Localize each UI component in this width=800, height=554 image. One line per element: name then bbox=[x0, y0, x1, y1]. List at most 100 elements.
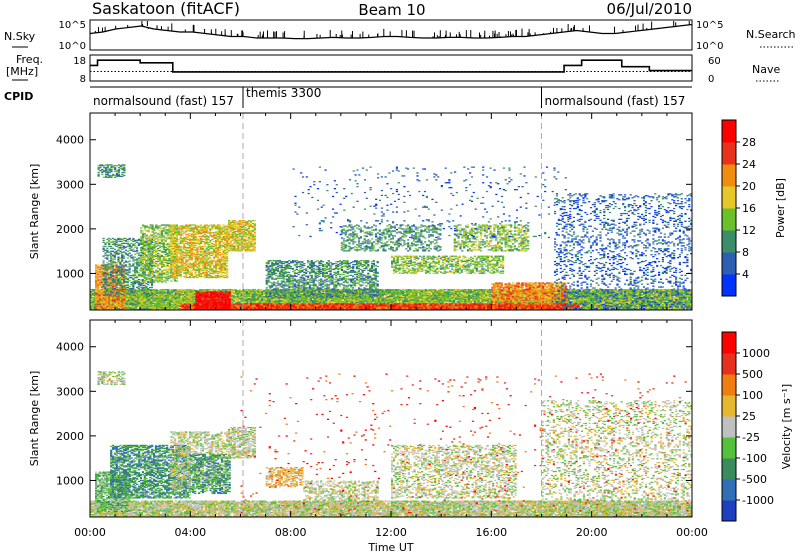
power-cell bbox=[312, 300, 314, 301]
power-cell bbox=[233, 303, 235, 304]
power-cell bbox=[239, 289, 241, 290]
power-cell bbox=[429, 289, 431, 290]
power-cell bbox=[451, 292, 453, 293]
power-cell bbox=[399, 289, 401, 290]
power-cell bbox=[207, 289, 209, 290]
power-cell bbox=[323, 300, 325, 301]
power-cell bbox=[408, 289, 410, 290]
power-cell bbox=[197, 290, 199, 291]
power-cell bbox=[384, 289, 386, 290]
freq-line bbox=[90, 60, 692, 72]
power-cell bbox=[229, 289, 231, 290]
power-cell bbox=[404, 289, 406, 290]
power-cell bbox=[250, 289, 252, 290]
power-cell bbox=[259, 289, 261, 290]
power-cell bbox=[210, 289, 212, 290]
power-cell bbox=[199, 289, 201, 290]
power-cell bbox=[431, 294, 433, 295]
power-cell bbox=[182, 289, 184, 290]
power-cell bbox=[227, 289, 229, 290]
power-cell bbox=[451, 300, 453, 301]
power-cell bbox=[384, 297, 386, 298]
power-cell bbox=[382, 289, 384, 290]
power-cell bbox=[169, 289, 171, 290]
power-cell bbox=[483, 296, 485, 297]
power-cell bbox=[248, 298, 250, 299]
power-cell bbox=[472, 289, 474, 290]
power-cell bbox=[180, 289, 182, 290]
power-cell bbox=[391, 289, 393, 290]
power-cell bbox=[231, 294, 233, 295]
power-cell bbox=[412, 289, 414, 290]
power-cell bbox=[92, 289, 94, 290]
date-title: 06/Jul/2010 bbox=[607, 0, 692, 18]
power-cell bbox=[173, 289, 175, 290]
power-cell bbox=[483, 289, 485, 290]
power-cell bbox=[178, 289, 180, 290]
power-cell bbox=[449, 298, 451, 299]
power-cell bbox=[461, 293, 463, 294]
freq-left-tick-top: 18 bbox=[73, 56, 86, 67]
freq-left-label-2: [MHz] bbox=[6, 65, 38, 78]
power-cell bbox=[470, 289, 472, 290]
noise-right-label: N.Search bbox=[746, 28, 796, 41]
power-cell bbox=[400, 290, 402, 291]
power-cell bbox=[419, 289, 421, 290]
power-cell bbox=[241, 290, 243, 291]
freq-right-tick-bottom: 0 bbox=[708, 74, 714, 85]
noise-left-tick-top: 10^5 bbox=[59, 20, 86, 31]
power-cell bbox=[457, 301, 459, 302]
power-cell bbox=[389, 289, 391, 290]
power-cell bbox=[423, 289, 425, 290]
power-cell bbox=[327, 301, 329, 302]
power-cell bbox=[246, 291, 248, 292]
power-cell bbox=[171, 289, 173, 290]
power-cell bbox=[233, 289, 235, 290]
power-cell bbox=[417, 289, 419, 290]
power-cell bbox=[246, 289, 248, 290]
power-cell bbox=[152, 289, 154, 290]
power-cell bbox=[470, 295, 472, 296]
cpid-label: CPID bbox=[4, 90, 33, 103]
power-cell bbox=[453, 289, 455, 290]
power-cell bbox=[306, 301, 308, 302]
power-cell bbox=[451, 289, 453, 290]
nave-label: Nave bbox=[752, 63, 780, 76]
power-cell bbox=[252, 289, 254, 290]
beam-title: Beam 10 bbox=[358, 1, 425, 19]
power-cell bbox=[421, 289, 423, 290]
power-cell bbox=[447, 289, 449, 290]
power-cell bbox=[242, 289, 244, 290]
power-cell bbox=[180, 297, 182, 298]
power-cell bbox=[479, 300, 481, 301]
power-cell bbox=[188, 289, 190, 290]
freq-panel-frame bbox=[90, 55, 692, 81]
power-cell bbox=[282, 300, 284, 301]
power-cell bbox=[163, 289, 165, 290]
cpid-segment-label: normalsound (fast) 157 bbox=[545, 94, 686, 108]
power-cell bbox=[178, 308, 180, 309]
power-cell bbox=[479, 302, 481, 303]
power-cell bbox=[489, 289, 491, 290]
cpid-segment-label: normalsound (fast) 157 bbox=[93, 94, 234, 108]
power-cell bbox=[387, 289, 389, 290]
power-cell bbox=[414, 289, 416, 290]
power-cell bbox=[163, 295, 165, 296]
power-cell bbox=[212, 289, 214, 290]
power-cell bbox=[173, 293, 175, 294]
power-cell bbox=[468, 289, 470, 290]
power-cell bbox=[478, 289, 480, 290]
power-cell bbox=[417, 295, 419, 296]
power-cell bbox=[427, 289, 429, 290]
power-cell bbox=[402, 291, 404, 292]
power-cell bbox=[402, 289, 404, 290]
power-cell bbox=[130, 307, 132, 308]
power-cell bbox=[239, 301, 241, 302]
noise-left-tick-bottom: 10^0 bbox=[59, 41, 86, 52]
power-cell bbox=[156, 289, 158, 290]
power-cell bbox=[393, 289, 395, 290]
power-cell bbox=[387, 296, 389, 297]
power-cell bbox=[440, 289, 442, 290]
power-cell bbox=[489, 298, 491, 299]
